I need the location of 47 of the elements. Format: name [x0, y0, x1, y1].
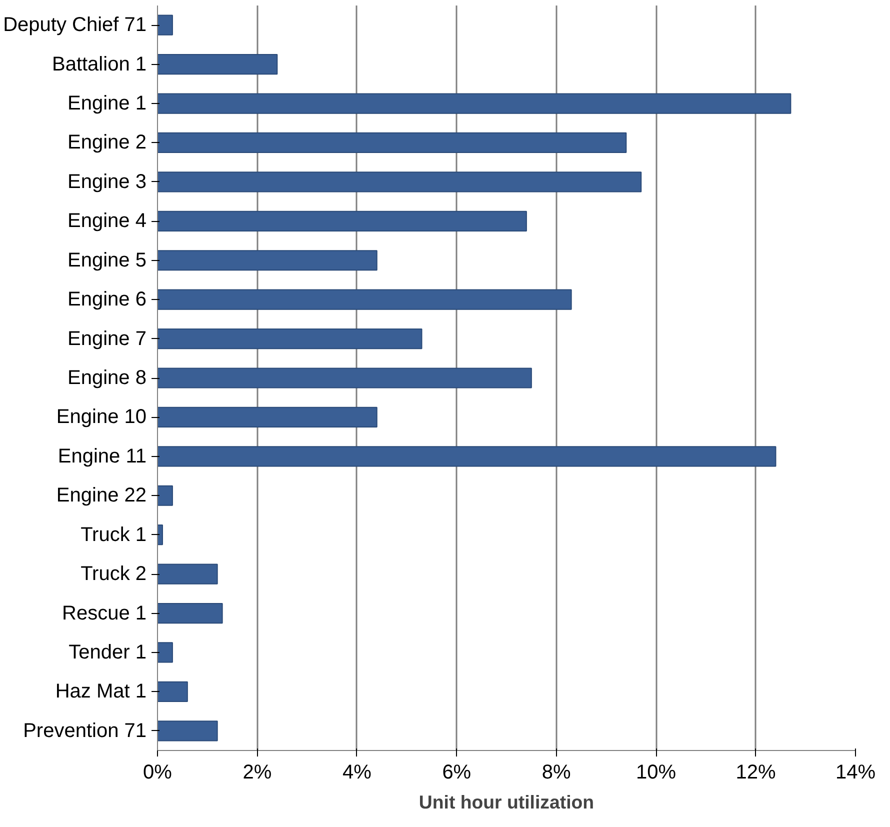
y-tick-label: Truck 1 — [80, 524, 146, 546]
bar — [158, 564, 218, 584]
y-tick-label: Engine 2 — [68, 132, 147, 154]
bar — [158, 524, 163, 546]
bar — [158, 132, 627, 154]
bar — [158, 289, 572, 310]
x-axis-title: Unit hour utilization — [418, 792, 594, 812]
bar — [158, 720, 218, 742]
x-tick-label: 0% — [143, 762, 172, 784]
y-tick-label: Engine 10 — [56, 406, 146, 428]
x-tick-label: 12% — [736, 762, 776, 784]
bar — [158, 250, 378, 271]
bar — [158, 93, 792, 114]
y-tick-label: Engine 5 — [68, 249, 147, 272]
y-tick-label: Truck 2 — [80, 563, 146, 586]
y-tick-label: Tender 1 — [68, 641, 147, 664]
y-tick-label: Engine 7 — [68, 328, 147, 350]
y-tick-label: Engine 1 — [68, 92, 147, 115]
bar — [158, 681, 188, 702]
x-tick-label: 8% — [542, 762, 572, 784]
y-tick-label: Engine 11 — [58, 445, 146, 468]
y-tick-label: Rescue 1 — [62, 602, 147, 624]
bar — [158, 210, 527, 232]
bar — [158, 328, 422, 350]
y-tick-label: Engine 4 — [68, 210, 147, 232]
y-tick-label: Engine 8 — [68, 367, 147, 389]
bar — [158, 14, 173, 36]
bar — [158, 54, 278, 75]
bar — [158, 602, 223, 624]
y-tick-label: Haz Mat 1 — [55, 680, 147, 703]
bar — [158, 172, 642, 192]
y-tick-label: Engine 22 — [56, 484, 146, 507]
bar — [158, 485, 173, 506]
y-tick-label: Engine 3 — [68, 170, 147, 193]
x-tick-label: 6% — [442, 762, 472, 784]
bar — [158, 406, 378, 428]
y-tick-label: Battalion 1 — [52, 53, 147, 76]
bar — [158, 446, 776, 467]
y-tick-label: Prevention 71 — [23, 720, 147, 742]
x-tick-label: 14% — [835, 762, 876, 784]
x-tick-label: 10% — [636, 762, 676, 784]
y-tick-label: Deputy Chief 71 — [3, 14, 147, 36]
x-tick-label: 2% — [242, 762, 272, 784]
bar — [158, 368, 532, 388]
bar — [158, 642, 173, 663]
y-tick-label: Engine 6 — [68, 288, 147, 311]
x-tick-label: 4% — [342, 762, 372, 784]
